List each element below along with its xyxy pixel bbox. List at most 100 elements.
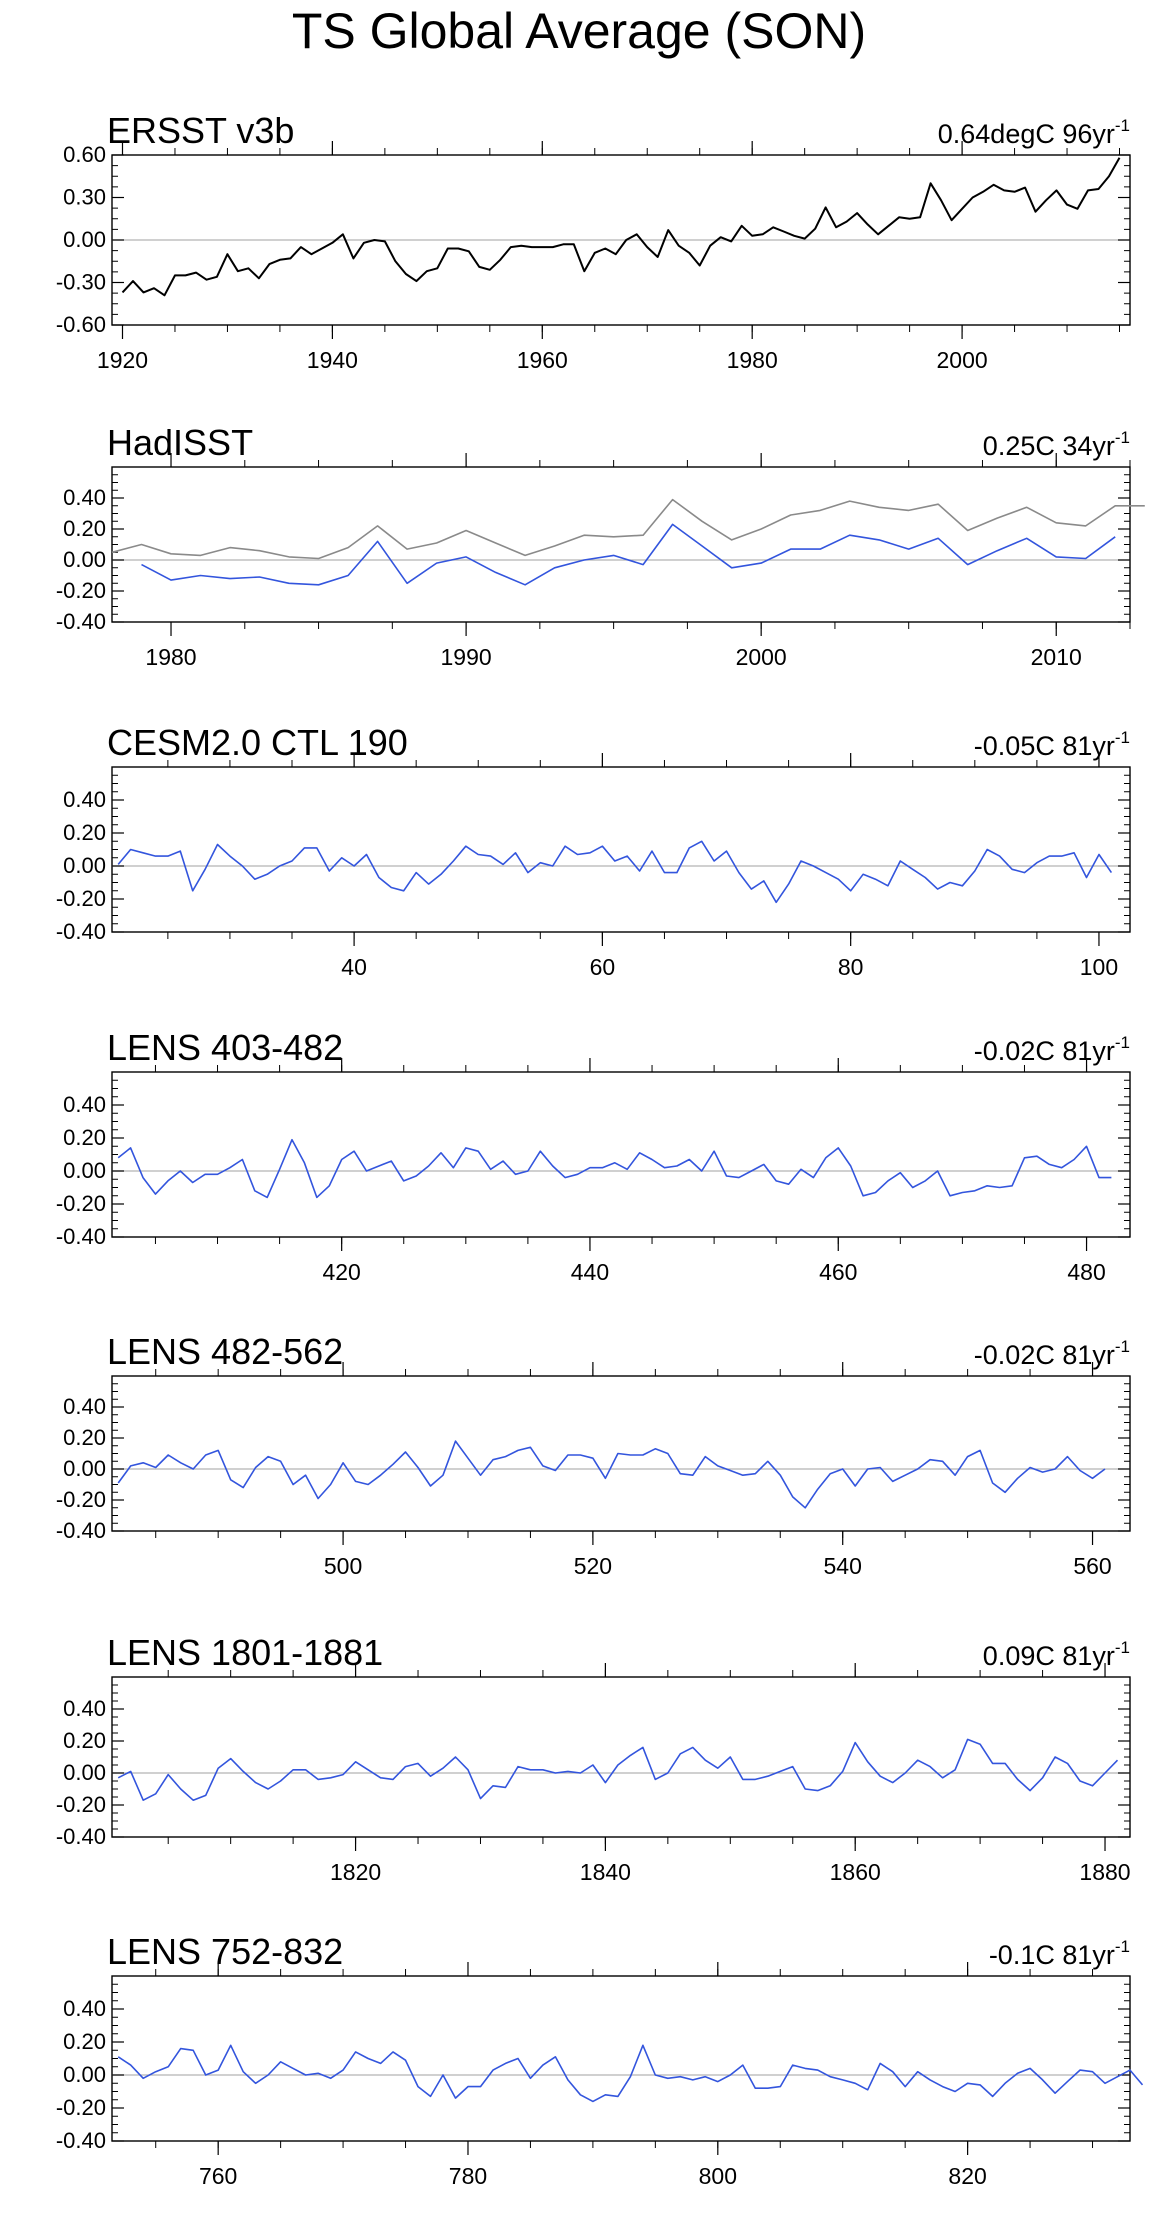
x-tick-label: 540	[824, 1553, 862, 1579]
panel-trend-note: -0.05C 81yr-1	[974, 728, 1130, 761]
x-tick-label: 2000	[936, 347, 987, 373]
series-line-1	[117, 2044, 1144, 2103]
panel-trend-note-sup: -1	[1115, 1337, 1130, 1356]
y-tick-label: -0.60	[56, 312, 106, 337]
x-tick-label: 420	[322, 1259, 360, 1285]
y-tick-label: 0.00	[63, 1158, 106, 1183]
panel-title: LENS 752-832	[107, 1931, 343, 1972]
panel-5: LENS 482-562 -0.02C 81yr-1 -0.40 -0.20 0.00 0…	[56, 1331, 1131, 1579]
y-tick-label: 0.00	[63, 227, 106, 252]
x-tick-label: 1840	[580, 1859, 631, 1885]
x-tick-label: 560	[1073, 1553, 1111, 1579]
panel-title: ERSST v3b	[107, 110, 294, 151]
x-tick-label: 2000	[736, 644, 787, 670]
panel-7: LENS 752-832 -0.1C 81yr-1 -0.40 -0.20 0.00 0.…	[56, 1931, 1144, 2189]
x-tick-label: 80	[838, 954, 864, 980]
y-tick-label: 0.20	[63, 516, 106, 541]
x-tick-label: 480	[1067, 1259, 1105, 1285]
x-tick-label: 520	[574, 1553, 612, 1579]
x-tick-label: 2010	[1031, 644, 1082, 670]
x-tick-label: 780	[449, 2163, 487, 2189]
panel-trend-note: 0.64degC 96yr-1	[938, 116, 1130, 149]
y-tick-label: -0.40	[56, 2128, 106, 2153]
series-line-1	[121, 157, 1121, 297]
panel-trend-note-sup: -1	[1115, 1638, 1130, 1657]
x-tick-label: 1820	[330, 1859, 381, 1885]
panel-6: LENS 1801-1881 0.09C 81yr-1 -0.40 -0.20 0.00…	[56, 1632, 1131, 1885]
x-tick-label: 1980	[727, 347, 778, 373]
y-tick-label: 0.00	[63, 853, 106, 878]
x-tick-label: 1960	[517, 347, 568, 373]
panel-trend-note-sup: -1	[1115, 116, 1130, 135]
panel-trend-note: -0.1C 81yr-1	[989, 1937, 1130, 1970]
y-tick-label: -0.20	[56, 1191, 106, 1216]
plot-frame	[111, 466, 1131, 623]
panel-trend-note: 0.09C 81yr-1	[983, 1638, 1130, 1671]
x-tick-label: 1980	[145, 644, 196, 670]
y-tick-label: 0.40	[63, 1696, 106, 1721]
y-tick-label: 0.60	[63, 142, 106, 167]
x-tick-label: 1940	[307, 347, 358, 373]
y-tick-label: -0.30	[56, 270, 106, 295]
x-tick-label: 1860	[830, 1859, 881, 1885]
y-tick-label: 0.30	[63, 185, 106, 210]
y-tick-label: 0.20	[63, 1728, 106, 1753]
panel-title: LENS 403-482	[107, 1027, 343, 1068]
panel-title: CESM2.0 CTL 190	[107, 722, 408, 763]
y-tick-label: -0.40	[56, 609, 106, 634]
panel-title: LENS 482-562	[107, 1331, 343, 1372]
panel-2: HadISST 0.25C 34yr-1-0.40-0.200.000.200.4…	[56, 422, 1145, 670]
y-tick-label: 0.00	[63, 1760, 106, 1785]
x-tick-label: 60	[590, 954, 616, 980]
x-tick-label: 500	[324, 1553, 362, 1579]
y-tick-label: -0.40	[56, 1224, 106, 1249]
x-tick-label: 1880	[1079, 1859, 1130, 1885]
series-line-1	[117, 1138, 1112, 1199]
series-line-2	[141, 523, 1116, 586]
panel-title: HadISST	[107, 422, 253, 463]
page-title: TS Global Average (SON)	[291, 3, 867, 59]
series-line-1	[111, 498, 1145, 560]
x-tick-label: 1920	[97, 347, 148, 373]
y-tick-label: 0.00	[63, 1456, 106, 1481]
plot-frame	[111, 1975, 1131, 2142]
x-tick-label: 1990	[441, 644, 492, 670]
y-tick-label: 0.20	[63, 1125, 106, 1150]
y-tick-label: -0.40	[56, 1824, 106, 1849]
series-line-1	[117, 1738, 1119, 1801]
x-tick-label: 440	[571, 1259, 609, 1285]
x-tick-label: 760	[199, 2163, 237, 2189]
panel-trend-note-sup: -1	[1115, 1033, 1130, 1052]
y-tick-label: 0.20	[63, 820, 106, 845]
y-tick-label: -0.40	[56, 1518, 106, 1543]
y-tick-label: 0.00	[63, 547, 106, 572]
panel-trend-note-sup: -1	[1115, 728, 1130, 747]
y-tick-label: -0.40	[56, 919, 106, 944]
y-tick-label: -0.20	[56, 1487, 106, 1512]
x-tick-label: 100	[1080, 954, 1118, 980]
y-tick-label: 0.00	[63, 2062, 106, 2087]
x-tick-label: 820	[948, 2163, 986, 2189]
panel-1: ERSST v3b 0.64degC 96yr-1 -0.60 -0.30 0.00 0.…	[56, 110, 1131, 373]
y-tick-label: 0.40	[63, 1394, 106, 1419]
panel-3: CESM2.0 CTL 190 -0.05C 81yr-1 -0.40 -0.20 0.…	[56, 722, 1131, 980]
y-tick-label: -0.20	[56, 886, 106, 911]
x-tick-label: 40	[341, 954, 367, 980]
y-tick-label: 0.40	[63, 1996, 106, 2021]
x-tick-label: 460	[819, 1259, 857, 1285]
plot-frame	[111, 1676, 1131, 1838]
y-tick-label: 0.20	[63, 2029, 106, 2054]
y-tick-label: -0.20	[56, 578, 106, 603]
series-line-1	[117, 840, 1113, 904]
y-tick-label: 0.40	[63, 485, 106, 510]
panel-trend-note-sup: -1	[1115, 428, 1130, 447]
plot-frame	[111, 766, 1131, 933]
panel-trend-note-sup: -1	[1115, 1937, 1130, 1956]
y-tick-label: 0.40	[63, 1092, 106, 1117]
plot-frame	[111, 1071, 1131, 1238]
panel-trend-note: -0.02C 81yr-1	[974, 1337, 1130, 1370]
y-tick-label: 0.20	[63, 1425, 106, 1450]
series-line-1	[117, 1440, 1106, 1509]
